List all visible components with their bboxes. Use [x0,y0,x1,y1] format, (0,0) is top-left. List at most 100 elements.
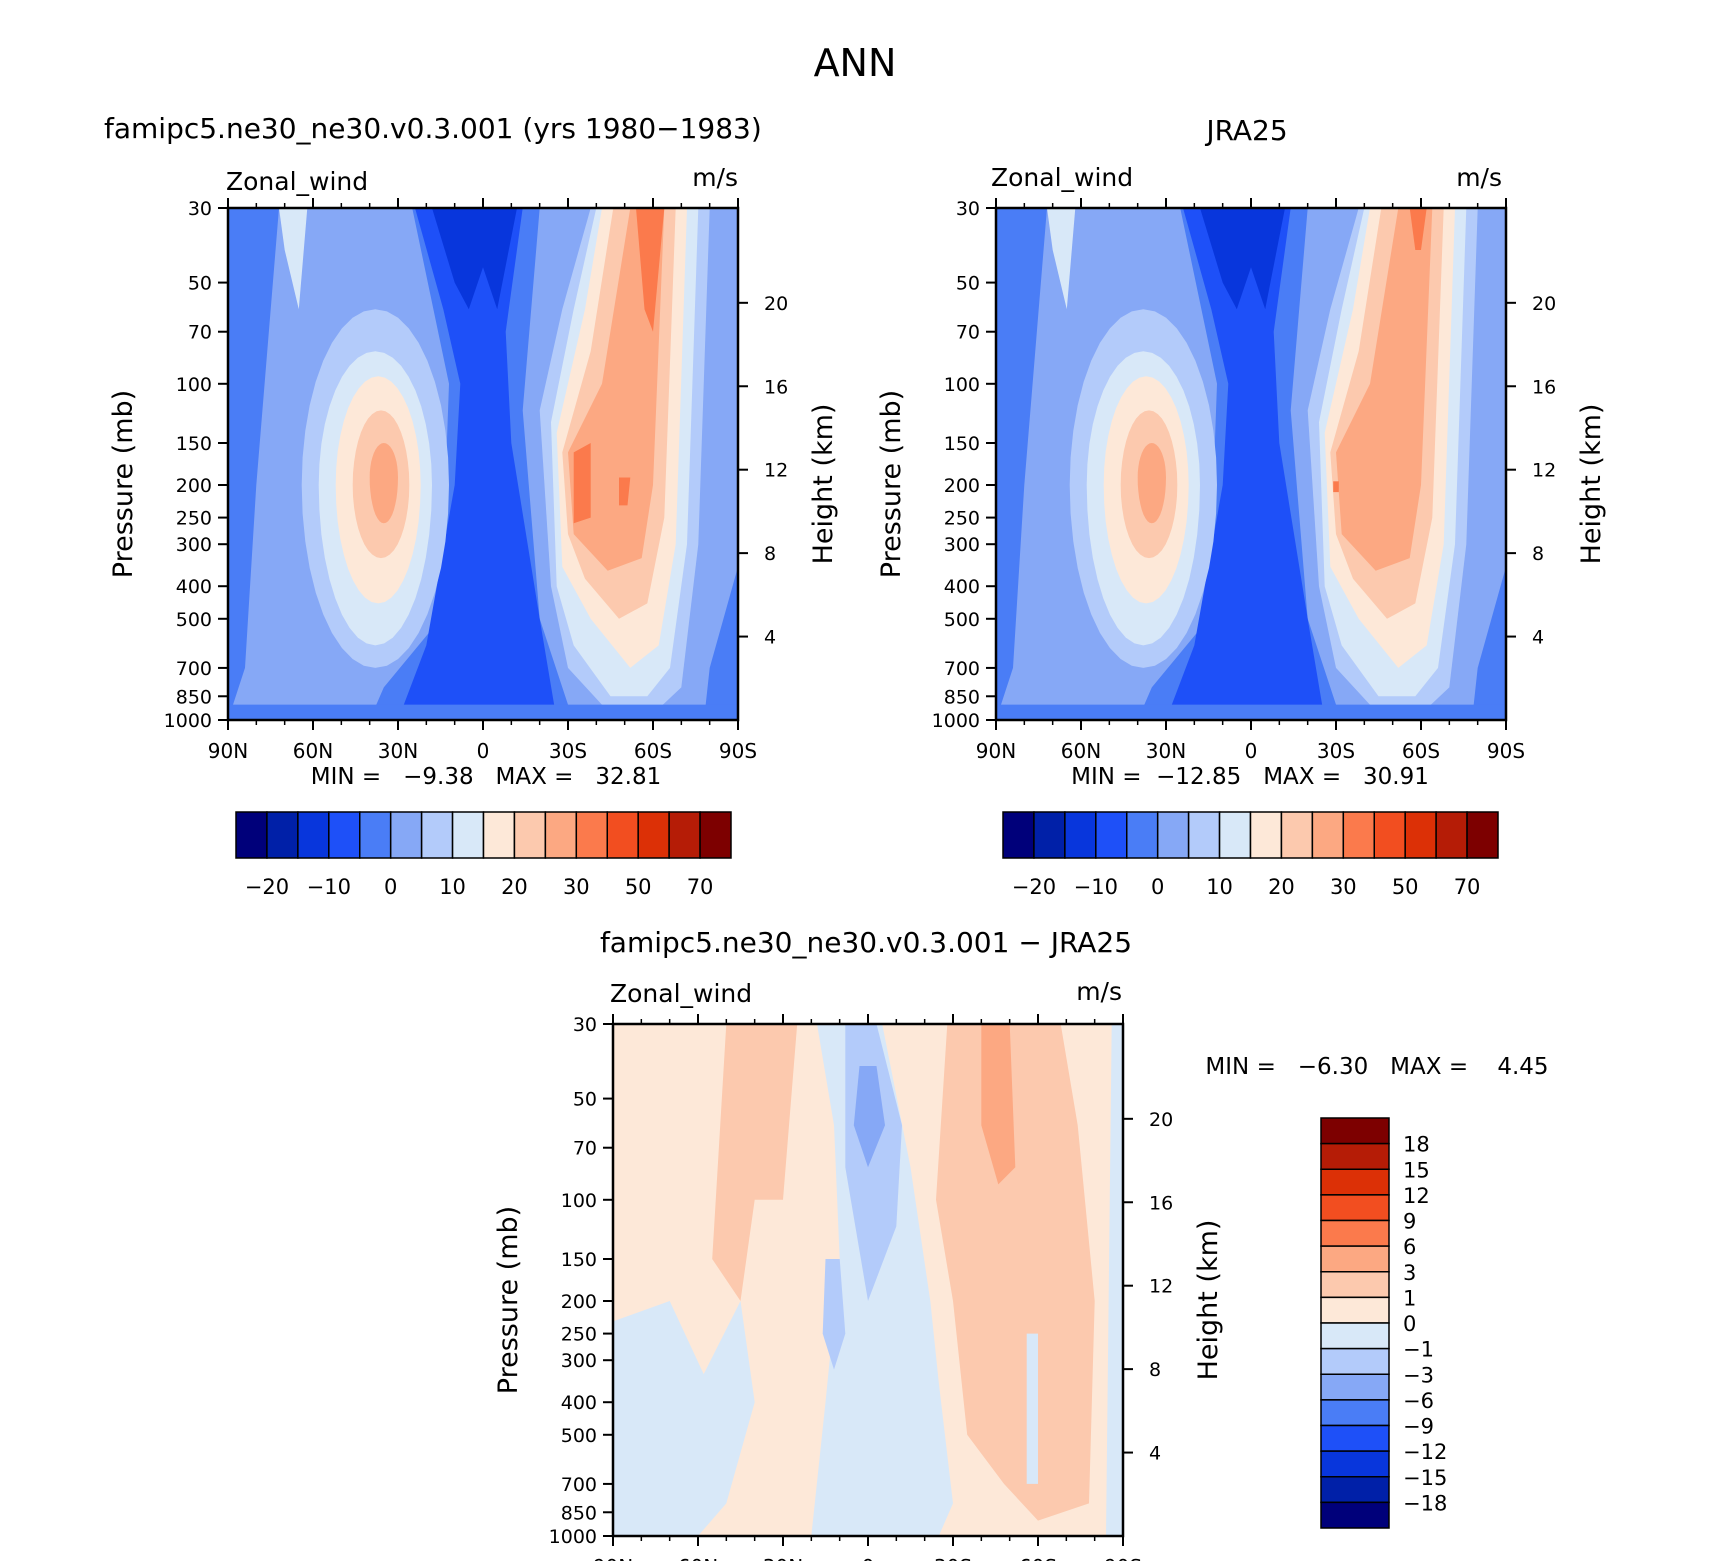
colorbar-diff-swatch [1320,1424,1390,1452]
diff-ytick-label: 250 [561,1324,597,1346]
diff-xtick-label: 60S [1019,1555,1057,1561]
colorbar-diff-label: 6 [1403,1235,1416,1259]
colorbar-diff-label: 18 [1403,1133,1430,1157]
obs-ylabel: Pressure (mb) [876,390,907,578]
colorbar-diff-label: 12 [1403,1184,1430,1208]
obs-xtick-label: 90N [976,739,1016,763]
obs-htick-label: 20 [1532,293,1556,315]
obs-nh-jet-core [1137,443,1166,524]
model-xtick-label: 90N [208,739,248,763]
panel-model-stats: MIN = −9.38 MAX = 32.81 [311,764,661,790]
colorbar-diff-swatch [1320,1219,1390,1247]
colorbar-diff-label: 0 [1403,1312,1416,1336]
obs-htick-label: 8 [1532,543,1544,565]
diff-sh-pos-core [981,1024,1016,1185]
colorbar-obs-swatch [1342,811,1375,859]
diff-xtick-label: 30S [934,1555,972,1561]
model-xtick-label: 30N [378,739,418,763]
model-xtick-label: 0 [477,739,490,763]
diff-ytick-label: 1000 [549,1526,597,1548]
colorbar-diff-label: −1 [1403,1338,1434,1362]
colorbar-obs-swatch [1218,811,1252,859]
model-ytick-label: 30 [188,198,212,220]
diff-sh-neg-strip [1026,1333,1038,1484]
colorbar-model-swatch [637,811,670,859]
diff-ytick-label: 500 [561,1425,597,1447]
model-htick-label: 8 [764,543,776,565]
colorbar-obs-label: 10 [1206,875,1233,899]
model-ytick-label: 500 [176,609,212,631]
colorbar-diff-label: 3 [1403,1261,1416,1285]
obs-sh-jet-core-a [1333,481,1339,493]
model-xtick-label: 60N [293,739,333,763]
panel-model: famipc5.ne30_ne30.v0.3.001 (yrs 1980−198… [104,112,839,899]
colorbar-model-swatch [451,811,485,859]
colorbar-diff-swatch [1320,1476,1390,1504]
colorbar-diff-label: −12 [1403,1440,1447,1464]
diff-xtick-label: 60N [678,1555,718,1561]
colorbar-model-swatch [668,811,701,859]
colorbar-diff-swatch [1320,1194,1390,1222]
panel-diff-units: m/s [1076,977,1122,1006]
colorbar-diff-swatch [1320,1296,1390,1324]
colorbar-diff-swatch [1320,1168,1390,1196]
diff-xtick-label: 90S [1104,1555,1142,1561]
obs-sh-jet-l4 [1336,208,1433,571]
obs-xtick-label: 60S [1402,739,1440,763]
obs-nh-polar [996,208,1047,720]
colorbar-obs-label: 70 [1454,875,1481,899]
panel-obs-title: JRA25 [1204,114,1287,147]
colorbar-obs-swatch [1002,811,1035,859]
panel-diff: famipc5.ne30_ne30.v0.3.001 − JRA25 Zonal… [493,926,1549,1561]
diff-nh-neg [613,1301,755,1536]
colorbar-obs-swatch [1156,811,1190,859]
obs-strat-easterlies [1200,208,1285,310]
model-ytick-label: 250 [176,508,212,530]
model-nh-jet-core [369,443,398,524]
diff-ytick-label: 50 [573,1089,597,1111]
colorbar-diff-label: −3 [1403,1363,1434,1387]
model-nh-polar [228,208,279,720]
model-ytick-label: 400 [176,576,212,598]
diff-ytick-label: 70 [573,1138,597,1160]
panel-diff-stats: MIN = −6.30 MAX = 4.45 [1205,1054,1548,1080]
diff-xtick-label: 90N [593,1555,633,1561]
model-tropics-core [398,208,557,720]
colorbar-model-label: −20 [245,875,289,899]
colorbar-diff-label: 9 [1403,1210,1416,1234]
colorbar-model-swatch [699,811,732,859]
model-xtick-label: 60S [634,739,672,763]
obs-tropics-core [1166,208,1325,720]
obs-xtick-label: 30S [1317,739,1355,763]
colorbar-diff-swatch [1320,1245,1390,1273]
diff-ytick-label: 30 [573,1014,597,1036]
colorbar-diff-label: 1 [1403,1286,1416,1310]
diff-htick-label: 12 [1149,1276,1173,1298]
figure-title: ANN [814,41,897,85]
panel-model-variable: Zonal_wind [226,167,368,196]
panel-obs-stats: MIN = −12.85 MAX = 30.91 [1071,764,1429,790]
diff-ylabel: Pressure (mb) [493,1206,524,1394]
colorbar-diff-swatch [1320,1117,1390,1145]
obs-surface [996,704,1506,720]
colorbar-diff-label: −6 [1403,1389,1434,1413]
colorbar-model-label: 50 [625,875,652,899]
panel-obs: JRA25 Zonal_wind m/s 90N 60N 30N 0 30S 60S 90S… [876,114,1607,899]
diff-htick-label: 20 [1149,1109,1173,1131]
colorbar-obs-swatch [1311,811,1345,859]
model-htick-label: 4 [764,627,776,649]
obs-ytick-label: 400 [944,576,980,598]
colorbar-obs-label: −20 [1012,875,1056,899]
colorbar-model-swatch [606,811,639,859]
diff-ytick-label: 700 [561,1474,597,1496]
colorbar-model: −20 −10 0 10 20 30 50 70 [235,811,732,899]
colorbar-obs-swatch [1435,811,1468,859]
colorbar-model-label: 0 [384,875,397,899]
colorbar-model-label: 20 [501,875,528,899]
model-sh-jet-l4 [568,208,665,571]
colorbar-model-swatch [389,811,423,859]
obs-xtick-label: 90S [1487,739,1525,763]
model-ytick-label: 50 [188,273,212,295]
panel-model-title: famipc5.ne30_ne30.v0.3.001 (yrs 1980−198… [104,112,762,145]
